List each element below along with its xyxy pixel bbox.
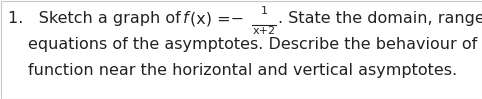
Text: function near the horizontal and vertical asymptotes.: function near the horizontal and vertica… bbox=[28, 63, 457, 78]
Text: 1: 1 bbox=[260, 6, 268, 16]
Text: f: f bbox=[183, 11, 188, 26]
Text: . State the domain, range, and: . State the domain, range, and bbox=[278, 11, 482, 26]
Text: 1.   Sketch a graph of: 1. Sketch a graph of bbox=[8, 11, 186, 26]
Text: equations of the asymptotes. Describe the behaviour of the: equations of the asymptotes. Describe th… bbox=[28, 37, 482, 52]
Text: (x) =−: (x) =− bbox=[190, 11, 244, 26]
Text: x+2: x+2 bbox=[253, 26, 276, 36]
